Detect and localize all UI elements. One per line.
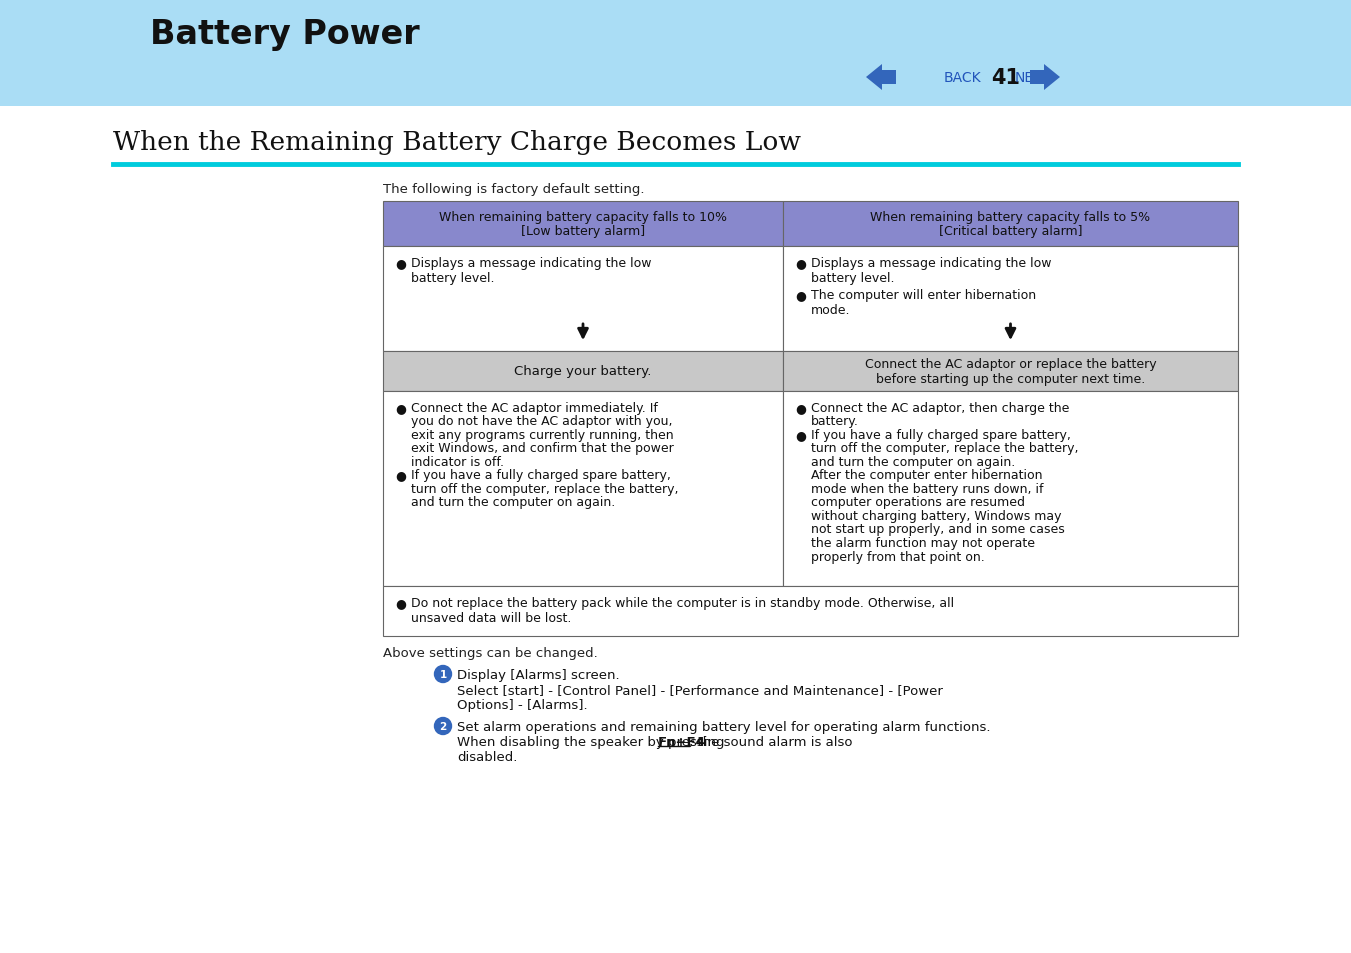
Text: Displays a message indicating the low
battery level.: Displays a message indicating the low ba… xyxy=(811,256,1051,285)
Text: When remaining battery capacity falls to 10%
[Low battery alarm]: When remaining battery capacity falls to… xyxy=(439,211,727,238)
Text: ●: ● xyxy=(394,597,405,609)
Bar xyxy=(382,352,784,392)
Bar xyxy=(382,247,784,352)
Text: After the computer enter hibernation: After the computer enter hibernation xyxy=(811,469,1043,482)
Text: not start up properly, and in some cases: not start up properly, and in some cases xyxy=(811,523,1065,536)
Text: 1: 1 xyxy=(439,669,447,679)
Bar xyxy=(784,352,1238,392)
Text: battery.: battery. xyxy=(811,416,859,428)
Text: ●: ● xyxy=(794,401,807,415)
Bar xyxy=(382,586,1238,637)
Text: If you have a fully charged spare battery,: If you have a fully charged spare batter… xyxy=(811,429,1071,441)
Text: computer operations are resumed: computer operations are resumed xyxy=(811,496,1025,509)
Text: 41: 41 xyxy=(992,68,1020,88)
Text: exit Windows, and confirm that the power: exit Windows, and confirm that the power xyxy=(411,442,674,455)
Text: The computer will enter hibernation
mode.: The computer will enter hibernation mode… xyxy=(811,289,1036,316)
Text: ●: ● xyxy=(394,256,405,270)
Text: Connect the AC adaptor or replace the battery
before starting up the computer ne: Connect the AC adaptor or replace the ba… xyxy=(865,357,1156,386)
Text: Above settings can be changed.: Above settings can be changed. xyxy=(382,646,597,659)
Bar xyxy=(784,202,1238,247)
Text: Charge your battery.: Charge your battery. xyxy=(515,365,651,378)
Text: turn off the computer, replace the battery,: turn off the computer, replace the batte… xyxy=(811,442,1078,455)
Text: Connect the AC adaptor immediately. If: Connect the AC adaptor immediately. If xyxy=(411,401,658,415)
Text: without charging battery, Windows may: without charging battery, Windows may xyxy=(811,510,1062,522)
Text: ●: ● xyxy=(394,401,405,415)
Bar xyxy=(382,202,784,247)
Polygon shape xyxy=(866,65,896,91)
Text: turn off the computer, replace the battery,: turn off the computer, replace the batte… xyxy=(411,482,678,496)
Text: Options] - [Alarms].: Options] - [Alarms]. xyxy=(457,699,588,711)
Text: ●: ● xyxy=(794,429,807,441)
Circle shape xyxy=(435,718,451,735)
Text: ●: ● xyxy=(794,256,807,270)
Text: disabled.: disabled. xyxy=(457,750,517,763)
Bar xyxy=(0,0,1351,107)
Text: the alarm function may not operate: the alarm function may not operate xyxy=(811,537,1035,550)
Text: 2: 2 xyxy=(439,721,447,731)
Text: and turn the computer on again.: and turn the computer on again. xyxy=(811,456,1015,469)
Text: Battery Power: Battery Power xyxy=(150,18,420,51)
Polygon shape xyxy=(1029,65,1061,91)
Text: The following is factory default setting.: The following is factory default setting… xyxy=(382,183,644,195)
Text: If you have a fully charged spare battery,: If you have a fully charged spare batter… xyxy=(411,469,671,482)
Text: ●: ● xyxy=(394,469,405,482)
Text: Fn+F4: Fn+F4 xyxy=(658,735,705,748)
Text: When disabling the speaker by pressing: When disabling the speaker by pressing xyxy=(457,735,728,748)
Text: and turn the computer on again.: and turn the computer on again. xyxy=(411,496,615,509)
Text: BACK: BACK xyxy=(944,71,982,85)
Text: exit any programs currently running, then: exit any programs currently running, the… xyxy=(411,429,674,441)
Bar xyxy=(784,392,1238,586)
Circle shape xyxy=(435,666,451,682)
Text: Select [start] - [Control Panel] - [Performance and Maintenance] - [Power: Select [start] - [Control Panel] - [Perf… xyxy=(457,683,943,697)
Text: ●: ● xyxy=(794,289,807,302)
Bar xyxy=(784,247,1238,352)
Text: Display [Alarms] screen.: Display [Alarms] screen. xyxy=(457,668,620,681)
Text: Connect the AC adaptor, then charge the: Connect the AC adaptor, then charge the xyxy=(811,401,1070,415)
Bar xyxy=(382,392,784,586)
Text: , the sound alarm is also: , the sound alarm is also xyxy=(689,735,852,748)
Text: indicator is off.: indicator is off. xyxy=(411,456,504,469)
Text: properly from that point on.: properly from that point on. xyxy=(811,550,985,563)
Text: Do not replace the battery pack while the computer is in standby mode. Otherwise: Do not replace the battery pack while th… xyxy=(411,597,954,624)
Text: Set alarm operations and remaining battery level for operating alarm functions.: Set alarm operations and remaining batte… xyxy=(457,720,990,733)
Text: When the Remaining Battery Charge Becomes Low: When the Remaining Battery Charge Become… xyxy=(113,130,801,154)
Bar xyxy=(0,107,1351,953)
Text: Displays a message indicating the low
battery level.: Displays a message indicating the low ba… xyxy=(411,256,651,285)
Text: NEXT: NEXT xyxy=(1015,71,1052,85)
Text: mode when the battery runs down, if: mode when the battery runs down, if xyxy=(811,482,1043,496)
Text: When remaining battery capacity falls to 5%
[Critical battery alarm]: When remaining battery capacity falls to… xyxy=(870,211,1151,238)
Text: you do not have the AC adaptor with you,: you do not have the AC adaptor with you, xyxy=(411,416,673,428)
